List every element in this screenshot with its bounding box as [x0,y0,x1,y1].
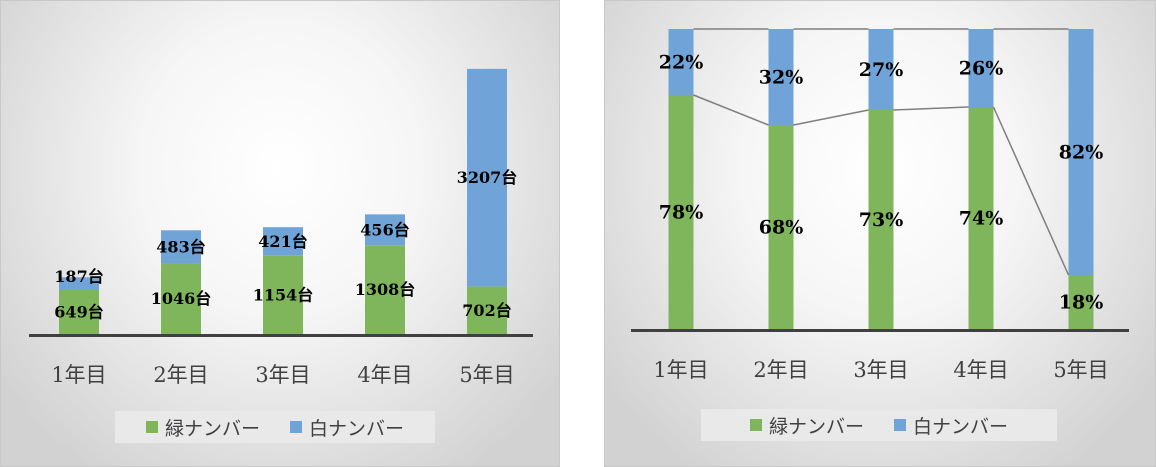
x-tick-label-4: 4年目 [953,358,1008,382]
data-label-blue-2: 32% [759,67,804,89]
x-tick-label-3: 3年目 [255,363,310,387]
legend-label-blue: 白ナンバー [309,417,405,440]
chart-panel-count: 649台 187台 1年目 1046台 483台 2年目 1154台 421台 3年目 1308台… [0,0,560,467]
data-label-green-3: 1154台 [253,285,314,304]
bar-green-4 [968,107,994,329]
legend-label-green: 緑ナンバー [768,415,864,438]
x-tick-label-3: 3年目 [853,358,908,382]
bar-blue-4 [968,29,994,107]
bar-blue-2 [768,29,794,125]
data-label-green-4: 74% [959,208,1004,230]
legend-item-blue: 白ナンバー [894,412,1008,439]
data-label-blue-3: 421台 [258,232,307,251]
data-label-green-4: 1308台 [355,280,416,299]
data-label-blue-4: 456台 [360,220,409,239]
legend: 緑ナンバー 白ナンバー [115,411,435,443]
bar-green-1 [668,95,694,329]
bar-green-2 [161,263,201,334]
series-line-green-1 [693,94,769,126]
bar-blue-3 [263,227,303,256]
series-line-green-2 [793,109,869,126]
data-label-blue-1: 187台 [54,267,103,286]
legend-label-blue: 白ナンバー [913,415,1009,438]
bar-green-3 [868,110,894,329]
bar-blue-5 [467,68,507,287]
bar-green-4 [365,245,405,334]
legend-item-green: 緑ナンバー [145,414,260,441]
bar-green-2 [768,125,794,329]
chart-panel-percent: 78% 22% 1年目 68% 32% 2年目 73% 27% 3年目 74% 26% 4年目 18% 8… [604,0,1156,467]
stacked-bar-chart-count: 649台 187台 1年目 1046台 483台 2年目 1154台 421台 3年目 1308台… [29,68,533,387]
legend-item-green: 緑ナンバー [749,412,864,439]
legend-swatch-green [749,419,762,431]
x-tick-label-5: 5年目 [459,363,514,387]
bar-blue-1 [668,29,694,95]
data-label-green-3: 73% [859,209,904,231]
bar-blue-3 [868,29,894,110]
bar-blue-2 [161,230,201,264]
bar-green-3 [263,255,303,334]
data-label-blue-1: 22% [659,52,704,74]
x-tick-label-1: 1年目 [653,358,708,382]
stacked-percent-bar-chart: 78% 22% 1年目 68% 32% 2年目 73% 27% 3年目 74% 26% 4年目 18% 8… [631,28,1129,382]
legend: 緑ナンバー 白ナンバー [701,409,1057,441]
data-label-blue-3: 27% [859,59,904,81]
series-line-green-3 [893,106,969,111]
data-label-blue-5: 3207台 [457,168,518,187]
data-label-green-2: 1046台 [151,289,212,308]
data-label-green-1: 649台 [54,303,103,322]
data-label-green-5: 18% [1059,292,1104,314]
series-line-green-4 [992,106,1070,276]
legend-swatch-blue [290,421,302,433]
bar-blue-1 [59,277,99,290]
data-label-blue-5: 82% [1059,142,1104,164]
data-label-blue-2: 483台 [156,237,205,256]
x-tick-label-2: 2年目 [753,358,808,382]
bar-blue-5 [1068,29,1094,275]
data-label-green-1: 78% [659,202,704,224]
legend-swatch-blue [894,419,906,431]
legend-item-blue: 白ナンバー [290,414,404,441]
data-label-green-2: 68% [759,217,804,239]
bar-blue-4 [365,214,405,246]
x-tick-label-1: 1年目 [51,363,106,387]
legend-label-green: 緑ナンバー [164,417,260,440]
x-tick-label-5: 5年目 [1053,358,1108,382]
legend-swatch-green [145,421,158,433]
x-tick-label-4: 4年目 [357,363,412,387]
bar-green-5 [1068,275,1094,329]
data-label-blue-4: 26% [959,58,1004,80]
bar-green-5 [467,286,507,334]
data-label-green-5: 702台 [462,301,511,320]
x-tick-label-2: 2年目 [153,363,208,387]
bar-green-1 [59,289,99,334]
